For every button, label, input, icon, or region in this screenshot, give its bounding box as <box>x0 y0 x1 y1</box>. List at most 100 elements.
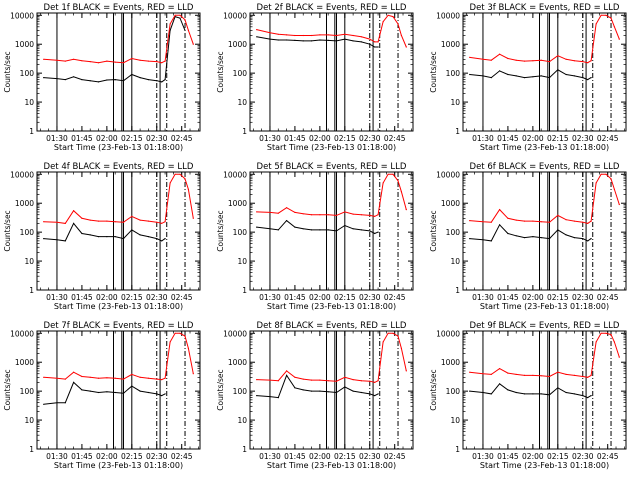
data-point-lld <box>302 378 304 380</box>
data-point-events <box>302 389 304 391</box>
data-point-lld <box>156 378 158 380</box>
data-point-events <box>582 238 584 240</box>
data-point-events <box>540 75 542 77</box>
data-point-events <box>310 229 313 231</box>
data-point-lld <box>192 373 194 375</box>
data-point-events <box>499 224 501 226</box>
data-point-lld <box>43 376 45 378</box>
data-point-lld <box>515 373 517 375</box>
data-point-events <box>43 403 45 405</box>
data-point-events <box>565 234 567 236</box>
data-point-lld <box>277 33 279 35</box>
data-point-lld <box>590 60 592 62</box>
data-point-events <box>327 391 329 393</box>
y-tick-label: 100 <box>233 228 248 237</box>
data-point-lld <box>335 214 338 216</box>
y-tick-label: 1000 <box>228 358 247 367</box>
panel-det-9: Det 9f BLACK = Events, RED = LLD 1 10 100 10… <box>429 321 627 470</box>
data-point-lld <box>523 374 526 376</box>
data-point-lld <box>590 220 592 222</box>
data-point-lld <box>374 215 376 217</box>
y-tick-label: 100 <box>233 69 248 78</box>
data-point-lld <box>374 381 376 383</box>
data-point-events <box>507 389 509 391</box>
x-tick-label: 02:30 <box>146 293 168 302</box>
data-point-events <box>286 374 288 376</box>
x-tick-label: 02:15 <box>334 293 356 302</box>
data-point-lld <box>377 214 379 216</box>
data-point-lld <box>269 211 271 213</box>
data-point-events <box>169 29 171 31</box>
x-tick-label: 02:30 <box>146 452 168 461</box>
data-point-events <box>469 238 471 240</box>
data-point-lld <box>587 62 589 64</box>
data-point-lld <box>310 214 313 216</box>
data-point-lld <box>319 214 321 216</box>
data-point-lld <box>161 222 163 224</box>
data-point-lld <box>139 59 141 61</box>
data-point-lld <box>565 58 567 60</box>
y-tick-label: 100 <box>20 387 35 396</box>
x-tick-label: 01:30 <box>259 293 281 302</box>
panel-title: Det 1f BLACK = Events, RED = LLD <box>44 3 194 13</box>
data-point-events <box>114 236 116 238</box>
data-point-lld <box>256 29 258 31</box>
x-axis-label: Start Time (23-Feb-13 01:18:00) <box>480 302 609 311</box>
data-point-events <box>156 238 158 240</box>
data-point-lld <box>469 220 471 222</box>
data-point-lld <box>327 214 329 216</box>
y-tick-label: 1000 <box>228 199 247 208</box>
y-axis-label: Counts/sec <box>3 369 12 410</box>
data-point-lld <box>548 375 551 378</box>
data-point-events <box>335 40 338 42</box>
y-axis-label: Counts/sec <box>216 369 225 410</box>
data-point-lld <box>286 370 288 372</box>
data-point-lld <box>582 61 584 63</box>
data-point-lld <box>605 173 607 175</box>
data-point-events <box>369 230 371 232</box>
data-point-lld <box>187 347 189 349</box>
data-point-events <box>352 40 354 42</box>
data-point-lld <box>344 376 346 378</box>
data-point-lld <box>147 220 149 222</box>
series-line-events <box>256 36 379 48</box>
panel-title: Det 7f BLACK = Events, RED = LLD <box>44 321 194 331</box>
data-point-lld <box>169 341 171 343</box>
data-point-events <box>557 387 559 389</box>
plot-frame <box>462 330 627 450</box>
y-tick-label: 10 <box>237 98 247 107</box>
x-tick-label: 02:15 <box>334 134 356 143</box>
data-point-lld <box>294 211 296 213</box>
data-point-events <box>482 391 484 394</box>
data-point-events <box>43 77 45 79</box>
data-point-events <box>106 391 108 393</box>
data-point-lld <box>256 379 258 381</box>
y-tick-label: 10 <box>450 98 460 107</box>
data-point-lld <box>548 221 551 223</box>
data-point-lld <box>405 209 407 211</box>
plot-frame <box>36 171 201 291</box>
data-point-events <box>164 79 166 81</box>
panel-title: Det 2f BLACK = Events, RED = LLD <box>257 3 407 13</box>
data-point-events <box>532 236 534 238</box>
data-point-lld <box>392 173 394 175</box>
data-point-lld <box>405 46 407 48</box>
data-point-lld <box>131 215 133 217</box>
x-tick-label: 02:00 <box>309 293 331 302</box>
data-point-events <box>114 79 116 81</box>
data-point-lld <box>392 332 394 334</box>
data-point-lld <box>490 59 492 61</box>
x-tick-label: 01:45 <box>284 293 306 302</box>
y-tick-label: 10000 <box>223 11 247 20</box>
data-point-lld <box>400 347 402 349</box>
data-point-lld <box>360 36 362 38</box>
data-point-lld <box>164 377 166 379</box>
data-point-lld <box>302 34 304 37</box>
data-point-lld <box>64 378 66 380</box>
x-tick-label: 02:00 <box>96 134 118 143</box>
x-tick-label: 02:30 <box>572 134 594 143</box>
x-tick-label: 01:30 <box>472 134 494 143</box>
data-point-lld <box>286 34 288 36</box>
data-point-lld <box>114 221 116 223</box>
